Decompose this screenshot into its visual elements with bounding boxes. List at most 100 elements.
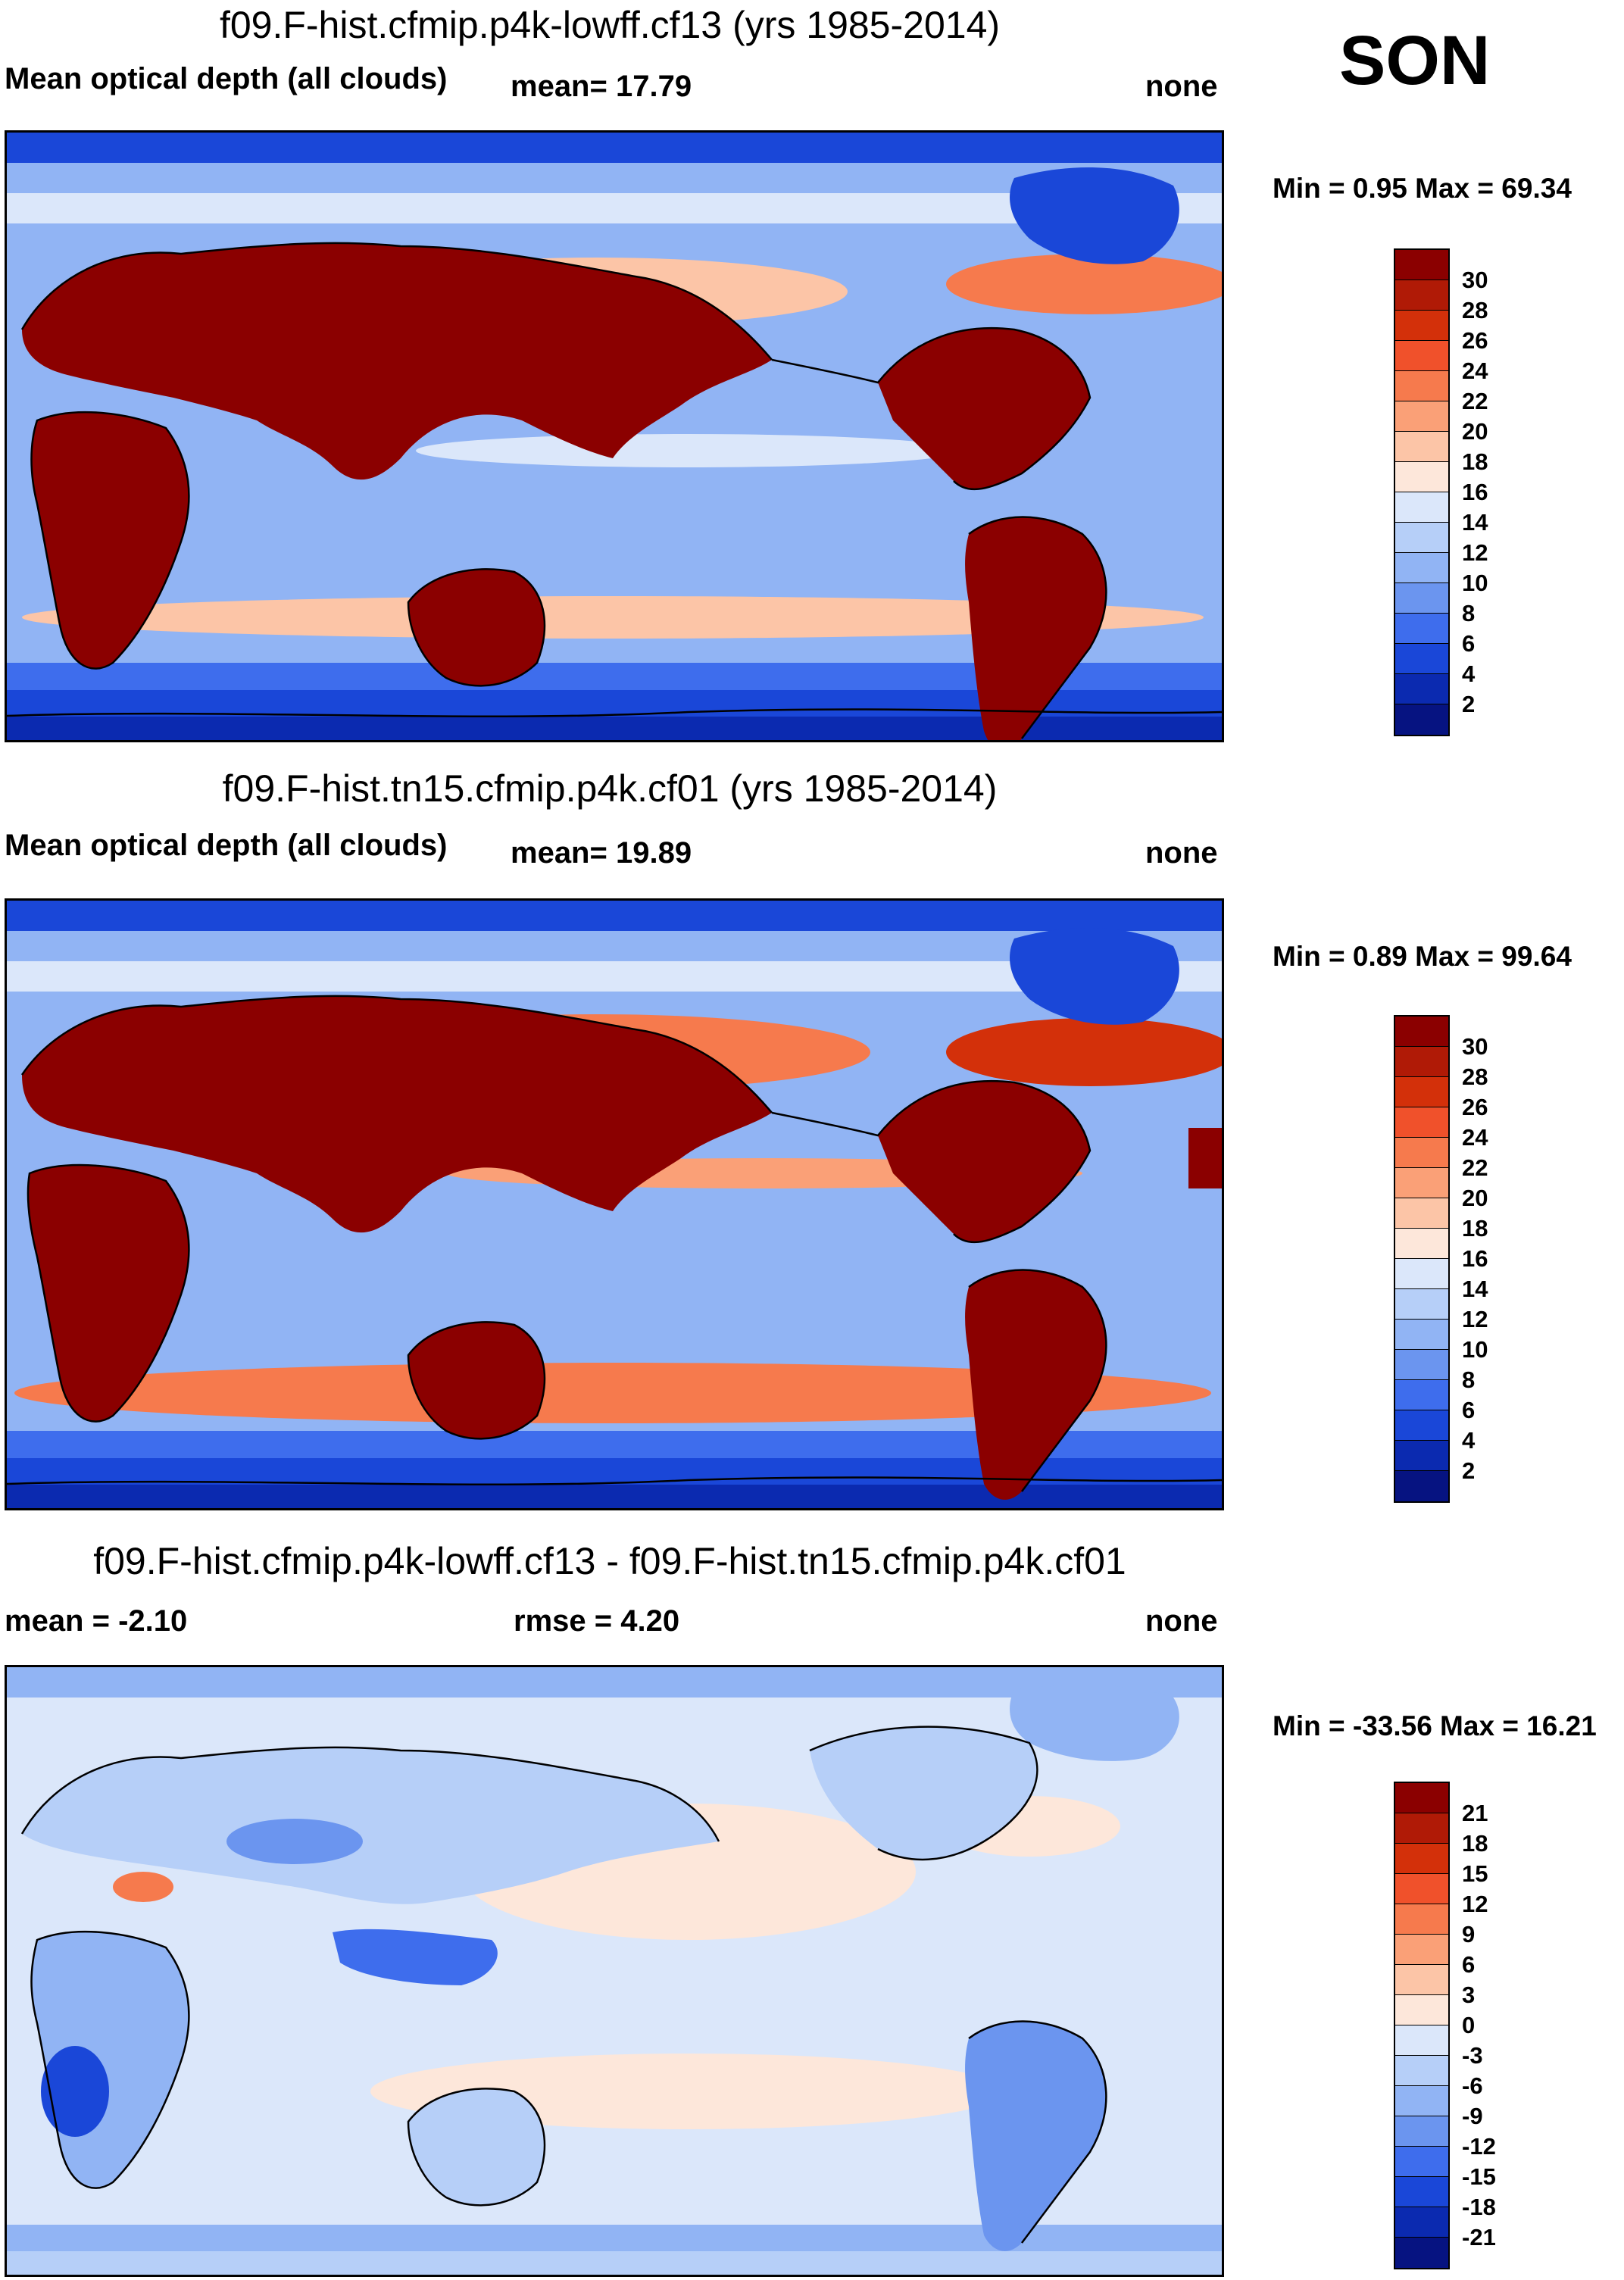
africa-landmass (31, 412, 189, 669)
colorbar-label: 10 (1462, 570, 1488, 596)
colorbar-box (1395, 1259, 1448, 1289)
colorbar-box (1395, 1017, 1448, 1047)
colorbar-box (1395, 2147, 1448, 2177)
colorbar-box (1395, 1904, 1448, 1935)
greenland-region (1010, 167, 1179, 264)
colorbar-label: 20 (1462, 1185, 1488, 1211)
panel-3-rmse: rmse = 4.20 (514, 1604, 680, 1638)
colorbar-box (1395, 2238, 1448, 2268)
australia-landmass (408, 1322, 545, 1439)
colorbar-label: 18 (1462, 1215, 1488, 1242)
colorbar-box (1395, 1995, 1448, 2025)
latitude-band (7, 133, 1222, 163)
colorbar-box (1395, 371, 1448, 401)
panel-3-mean: mean = -2.10 (5, 1604, 188, 1638)
coastline-australia (407, 568, 546, 687)
colorbar-label: 18 (1462, 448, 1488, 475)
colorbar-label: 30 (1462, 1033, 1488, 1060)
colorbar-box (1395, 583, 1448, 614)
colorbar-box (1395, 1198, 1448, 1229)
eurasia-landmass (22, 242, 772, 480)
panel-3-colorbar (1394, 1782, 1450, 2269)
coastline-antarctica (7, 708, 1222, 718)
colorbar-label: 2 (1462, 1457, 1476, 1484)
colorbar-box (1395, 280, 1448, 311)
colorbar-box (1395, 1935, 1448, 1965)
coastline-south-america (968, 1269, 1107, 1492)
colorbar-box (1395, 1783, 1448, 1813)
colorbar-label: -3 (1462, 2042, 1483, 2069)
panel-3-map (5, 1665, 1224, 2277)
panel-1-units: none (1145, 70, 1218, 103)
coastline-antarctica (7, 1476, 1222, 1486)
colorbar-label: 10 (1462, 1336, 1488, 1363)
coastline-north-america (809, 1726, 1038, 1861)
coastline-australia (407, 1321, 546, 1440)
panel-3-units: none (1145, 1604, 1218, 1638)
colorbar-label: -21 (1462, 2224, 1496, 2250)
colorbar-box (1395, 1229, 1448, 1259)
colorbar-box (1395, 2056, 1448, 2086)
west-africa-edge (1188, 1128, 1222, 1188)
colorbar-label: 14 (1462, 1276, 1488, 1302)
north-atlantic-storm-track (946, 254, 1222, 314)
colorbar-label: -15 (1462, 2163, 1496, 2190)
colorbar-box (1395, 1289, 1448, 1320)
colorbar-label: 16 (1462, 1245, 1488, 1272)
colorbar-label: 8 (1462, 1366, 1476, 1393)
panel-2-minmax: Min = 0.89 Max = 99.64 (1273, 941, 1572, 972)
panel-1-colorbar (1394, 248, 1450, 736)
panel-1-map (5, 130, 1224, 742)
colorbar-label: 26 (1462, 1094, 1488, 1120)
colorbar-box (1395, 2207, 1448, 2238)
colorbar-box (1395, 1471, 1448, 1501)
panel-3-title: f09.F-hist.cfmip.p4k-lowff.cf13 - f09.F-… (93, 1540, 1126, 1582)
latitude-band (7, 716, 1222, 740)
colorbar-label: 26 (1462, 327, 1488, 354)
colorbar-label: 12 (1462, 539, 1488, 566)
colorbar-box (1395, 1410, 1448, 1441)
coastline-eurasia (20, 995, 773, 1113)
latitude-band (7, 1484, 1222, 1508)
coastline-south-america (968, 516, 1107, 739)
south-america-negative (965, 2021, 1107, 2251)
colorbar-box (1395, 341, 1448, 371)
south-america-landmass (965, 1270, 1107, 1500)
australia-negative (408, 2088, 545, 2206)
colorbar-box (1395, 553, 1448, 583)
colorbar-box (1395, 250, 1448, 280)
colorbar-label: 8 (1462, 600, 1476, 626)
latitude-band (7, 2250, 1222, 2275)
colorbar-box (1395, 674, 1448, 704)
panel-2-map-svg (7, 901, 1222, 1508)
maritime-continent-negative (333, 1929, 498, 1985)
coastline-eurasia (20, 1746, 720, 1842)
coastline-eurasia (20, 242, 773, 361)
panel-2-mean: mean= 19.89 (511, 836, 692, 870)
eurasia-landmass (22, 995, 772, 1233)
colorbar-label: 2 (1462, 691, 1476, 717)
colorbar-label: 28 (1462, 1063, 1488, 1090)
southern-storm-track (14, 1363, 1211, 1423)
colorbar-label: 9 (1462, 1921, 1476, 1947)
colorbar-label: 22 (1462, 1154, 1488, 1181)
colorbar-label: 24 (1462, 358, 1488, 384)
colorbar-box (1395, 492, 1448, 523)
colorbar-label: 12 (1462, 1306, 1488, 1332)
arabia-positive (113, 1872, 173, 1902)
panel-2-colorbar (1394, 1015, 1450, 1503)
panel-3-minmax: Min = -33.56 Max = 16.21 (1273, 1710, 1597, 1741)
colorbar-box (1395, 1168, 1448, 1198)
colorbar-box (1395, 311, 1448, 341)
south-america-landmass (965, 517, 1107, 740)
colorbar-box (1395, 1965, 1448, 1995)
colorbar-box (1395, 401, 1448, 432)
season-label: SON (1339, 22, 1491, 99)
colorbar-box (1395, 1320, 1448, 1350)
colorbar-label: 4 (1462, 1427, 1476, 1454)
panel-1-title: f09.F-hist.cfmip.p4k-lowff.cf13 (yrs 198… (219, 4, 1001, 46)
colorbar-box (1395, 704, 1448, 735)
north-america-landmass (878, 328, 1090, 489)
colorbar-label: -6 (1462, 2072, 1483, 2099)
panel-2-map (5, 898, 1224, 1510)
